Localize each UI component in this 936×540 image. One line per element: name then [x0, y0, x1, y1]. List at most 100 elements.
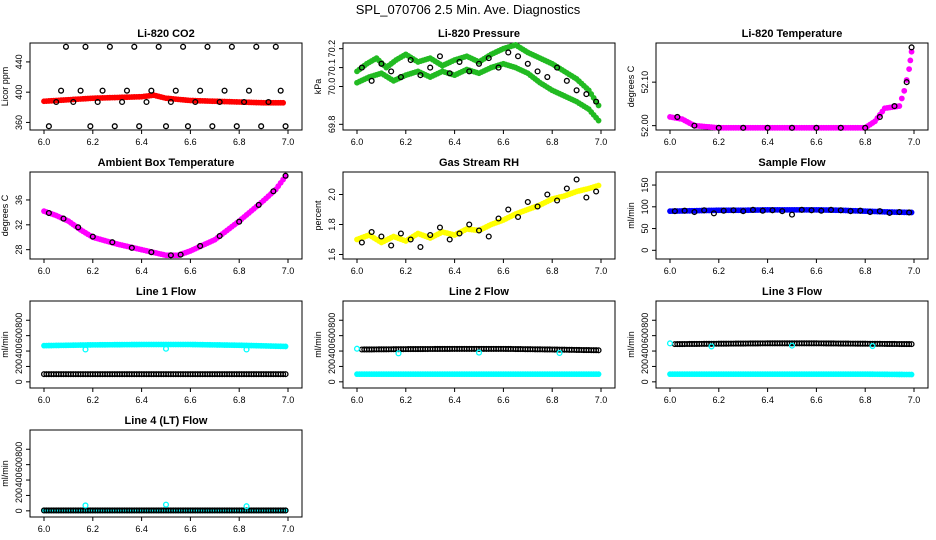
x-tick-label: 6.8	[546, 266, 559, 276]
y-tick-label: 200	[640, 359, 650, 374]
y-tick-label: 800	[14, 313, 24, 328]
data-point	[701, 207, 708, 214]
data-point	[236, 218, 243, 225]
x-tick-label: 6.4	[448, 137, 461, 147]
y-axis-label: ml/min	[626, 331, 636, 358]
chart-panel: Sample Flow ml/min 0 50 100 150 6.0 6.2 6.4 6.6 6.…	[626, 157, 929, 276]
data-point	[243, 503, 250, 510]
data-point	[162, 123, 170, 130]
y-axis-label: Licor ppm	[0, 67, 10, 107]
plot-frame	[655, 42, 929, 131]
data-point	[847, 208, 854, 215]
plot-frame	[342, 42, 616, 131]
series-black	[674, 44, 915, 131]
series-magenta	[41, 173, 289, 259]
data-point	[427, 64, 434, 71]
data-point	[75, 224, 82, 231]
data-point	[524, 60, 531, 67]
y-tick-label: 70.1	[327, 59, 337, 77]
data-point	[769, 207, 776, 214]
data-point	[94, 98, 101, 106]
data-point	[671, 208, 678, 215]
data-point	[466, 221, 473, 228]
x-tick-label: 6.2	[87, 524, 100, 534]
x-tick-label: 6.0	[38, 266, 51, 276]
x-tick-label: 6.2	[713, 266, 726, 276]
data-point	[282, 343, 289, 350]
x-tick-label: 6.6	[184, 524, 197, 534]
data-point	[554, 64, 561, 71]
data-point	[77, 87, 84, 94]
data-point	[172, 87, 179, 94]
data-point	[896, 103, 903, 109]
data-point	[544, 73, 551, 81]
plot-frame	[29, 171, 303, 260]
y-tick-label: 200	[327, 359, 337, 374]
data-point	[583, 194, 590, 201]
data-point	[788, 124, 796, 131]
y-tick-label: 600	[327, 328, 337, 343]
y-axis-label: percent	[313, 200, 323, 231]
series-black	[45, 172, 289, 259]
data-point	[280, 371, 287, 378]
data-point	[45, 209, 52, 217]
data-point	[87, 123, 94, 130]
data-point	[730, 207, 737, 214]
series-cyan	[667, 371, 915, 378]
data-point	[388, 68, 395, 75]
x-tick-label: 6.6	[810, 137, 823, 147]
data-point	[908, 44, 915, 51]
x-tick-label: 7.0	[282, 266, 295, 276]
x-tick-label: 6.2	[713, 395, 726, 405]
x-tick-label: 6.4	[135, 395, 148, 405]
x-tick-label: 6.0	[38, 137, 51, 147]
data-point	[485, 233, 492, 240]
y-tick-label: 0	[14, 508, 24, 513]
data-point	[827, 206, 835, 213]
data-point	[192, 98, 199, 106]
data-point	[896, 208, 903, 216]
data-point	[837, 207, 844, 214]
x-tick-label: 6.0	[351, 137, 364, 147]
chart-panel: Li-820 Temperature degrees C 52.00 52.10 6.0…	[626, 28, 929, 147]
y-tick-label: 1.6	[327, 248, 337, 261]
y-tick-label: 50	[640, 224, 650, 234]
data-point	[869, 342, 876, 350]
x-tick-label: 6.6	[810, 266, 823, 276]
series-red	[41, 92, 287, 106]
series-black	[40, 371, 289, 378]
series-black	[358, 345, 602, 354]
data-point	[818, 207, 825, 214]
x-tick-label: 7.0	[282, 395, 295, 405]
data-point	[573, 176, 580, 183]
data-point	[209, 123, 216, 130]
plot-frame	[655, 300, 929, 389]
x-tick-label: 7.0	[282, 137, 295, 147]
series-black	[45, 43, 289, 130]
x-tick-label: 6.0	[664, 395, 677, 405]
x-tick-label: 7.0	[908, 266, 921, 276]
page-title: SPL_070706 2.5 Min. Ave. Diagnostics	[355, 2, 581, 17]
x-tick-label: 6.6	[810, 395, 823, 405]
series-green	[354, 41, 602, 109]
chart-title: Gas Stream RH	[439, 157, 519, 169]
data-point	[258, 123, 265, 130]
y-tick-label: 400	[327, 344, 337, 359]
y-axis-label: degrees C	[0, 194, 10, 236]
series-black	[671, 340, 915, 348]
x-tick-label: 6.2	[87, 266, 100, 276]
y-tick-label: 360	[14, 115, 24, 130]
data-point	[241, 98, 248, 106]
data-point	[53, 98, 60, 106]
data-point	[475, 227, 483, 234]
x-tick-label: 6.4	[135, 137, 148, 147]
data-point	[162, 501, 170, 508]
data-point	[720, 207, 727, 214]
data-point	[898, 95, 905, 102]
plot-frame	[29, 429, 303, 518]
y-tick-label: 400	[14, 85, 24, 100]
data-point	[177, 251, 184, 258]
